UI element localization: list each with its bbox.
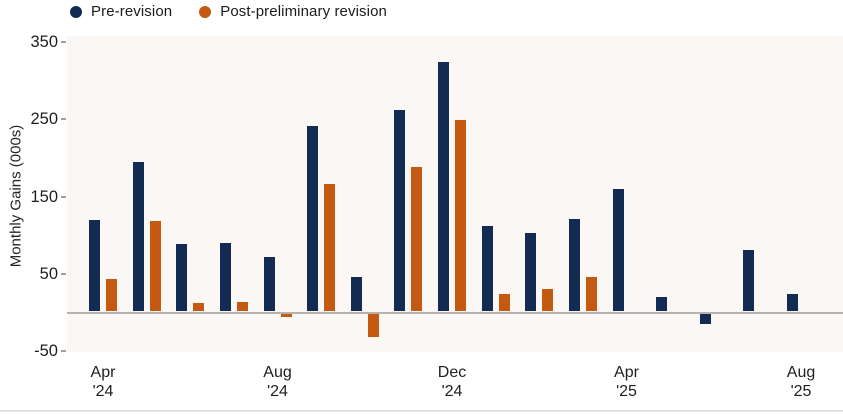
legend-item-post-revision: Post-preliminary revision [199,3,387,20]
bottom-divider [0,410,843,412]
y-tick-mark [61,272,66,275]
x-tick-label: Aug '25 [766,363,836,401]
bar-pre-jun-25 [699,313,711,324]
x-tick-year: '24 [441,383,463,400]
bar-post-jun-24 [193,302,205,312]
x-tick-label: Dec '24 [417,363,487,401]
bar-pre-may-25 [656,296,668,312]
legend-item-pre-revision: Pre-revision [70,3,172,20]
bar-pre-apr-25 [612,189,624,312]
bar-post-aug-24 [280,313,292,318]
x-tick-label: Apr '24 [68,363,138,401]
bar-post-may-24 [149,221,161,312]
post-revision-dot-icon [199,5,212,18]
y-tick-label: 50 [39,264,58,283]
bar-post-dec-24 [455,119,466,312]
y-tick-label: 350 [30,32,58,51]
y-tick-mark [61,195,66,198]
bar-pre-dec-24 [438,61,449,312]
x-tick-month: Aug [263,364,292,381]
x-tick-month: Aug [786,364,816,381]
bar-pre-aug-24 [263,256,275,312]
x-tick-year: '25 [616,383,637,400]
pre-revision-dot-icon [70,5,82,18]
bar-post-nov-24 [411,166,423,312]
x-tick-month: Dec [437,364,467,381]
legend-label-pre-revision: Pre-revision [91,3,173,20]
x-tick-month: Apr [90,364,116,381]
bar-post-jul-24 [236,302,248,312]
bar-pre-apr-24 [89,220,100,312]
bar-pre-sep-24 [307,125,319,312]
y-tick-mark [61,118,66,121]
bar-pre-jul-24 [219,243,231,312]
x-tick-year: '24 [92,383,114,400]
bar-post-feb-25 [542,289,554,312]
y-tick-label: 250 [30,110,58,129]
bar-pre-may-24 [132,162,144,312]
y-tick-label: 150 [30,187,58,206]
bar-pre-nov-24 [394,109,406,312]
bar-pre-jan-25 [481,225,493,312]
legend-label-post-revision: Post-preliminary revision [220,3,387,20]
x-tick-label: Apr '25 [592,363,662,401]
x-tick-label: Aug '24 [243,363,313,401]
x-tick-year: '25 [790,383,812,400]
y-tick-label: -50 [34,342,58,361]
plot-area [67,36,843,352]
bar-post-jan-25 [498,293,510,312]
chart-legend: Pre-revision Post-preliminary revision [70,3,387,20]
zero-axis-line [67,311,843,314]
bar-post-oct-24 [367,313,379,337]
y-tick-mark [61,350,66,353]
bar-pre-jun-24 [176,244,188,312]
bar-post-apr-24 [106,279,117,312]
bar-pre-feb-25 [525,232,537,312]
y-tick-mark [61,40,66,43]
bar-post-sep-24 [324,183,336,312]
x-tick-year: '24 [267,383,288,400]
bar-pre-aug-25 [787,294,798,312]
bar-pre-mar-25 [568,218,580,312]
bar-post-mar-25 [585,276,597,312]
x-tick-month: Apr [614,364,639,381]
bar-pre-oct-24 [350,277,362,312]
bar-pre-jul-25 [743,250,755,312]
